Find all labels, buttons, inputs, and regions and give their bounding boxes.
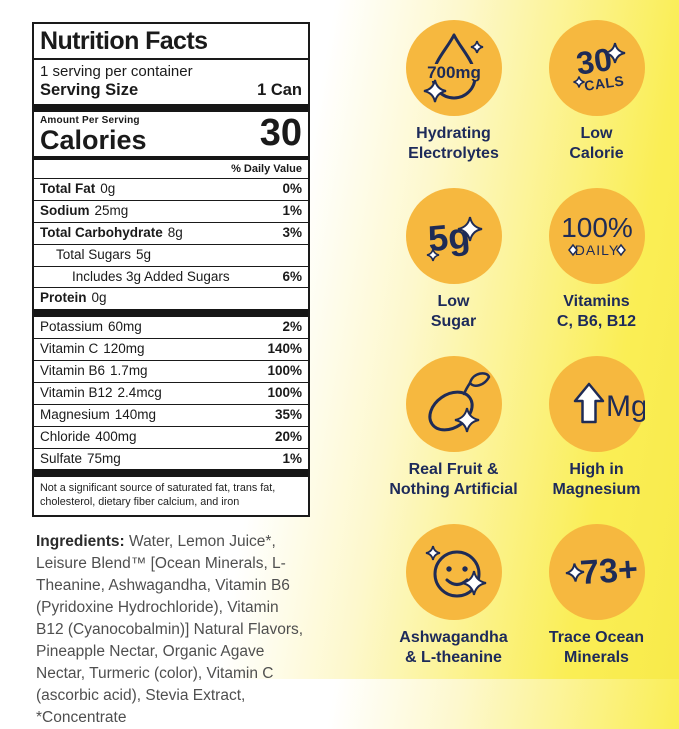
nutrient-row: Total Carbohydrate 8g 3%: [34, 221, 308, 244]
nutrition-facts-title: Nutrition Facts: [34, 24, 308, 60]
nutrient-row: Sulfate 75mg 1%: [34, 447, 308, 470]
badge-label: Hydrating Electrolytes: [408, 125, 499, 162]
servings-per-container: 1 serving per container: [40, 63, 193, 80]
badge-label: Low Calorie: [569, 125, 624, 162]
magnesium-arrow-icon: Mg: [548, 356, 645, 452]
water-drop-icon: 700mg: [405, 20, 502, 116]
badge-label: High in Magnesium: [552, 461, 641, 498]
nutrient-row: Total Fat 0g 0%: [34, 178, 308, 200]
feature-badges-grid: 700mg Hydrating Electrolytes 30 CALS Low…: [386, 20, 664, 668]
ocean-minerals-icon: 73+: [548, 524, 645, 620]
badge-label: Low Sugar: [430, 293, 477, 330]
left-column: Nutrition Facts 1 serving per container …: [32, 22, 310, 729]
badge-low-sugar: 5g Low Sugar: [386, 188, 521, 332]
divider-thick: [34, 469, 308, 478]
badge-label: Trace Ocean Minerals: [548, 629, 645, 666]
divider-thick: [34, 104, 308, 112]
lemon-icon: [405, 356, 502, 452]
nutrient-row: Chloride 400mg 20%: [34, 425, 308, 448]
serving-size-label: Serving Size: [40, 81, 139, 99]
badge-label: Vitamins C, B6, B12: [556, 293, 637, 330]
badge-hydrating-electrolytes: 700mg Hydrating Electrolytes: [386, 20, 521, 164]
svg-text:100%: 100%: [561, 212, 633, 243]
label-footnote: Not a significant source of saturated fa…: [40, 482, 276, 509]
badge-real-fruit: Real Fruit & Nothing Artificial: [386, 356, 521, 500]
serving-size-value: 1 Can: [257, 81, 302, 99]
badge-low-calorie: 30 CALS Low Calorie: [529, 20, 664, 164]
ingredients-label: Ingredients:: [36, 533, 125, 551]
calories-value: 30: [259, 112, 302, 154]
nutrition-facts-label: Nutrition Facts 1 serving per container …: [32, 22, 310, 518]
badge-label: Real Fruit & Nothing Artificial: [389, 461, 518, 498]
nutrient-row: Vitamin B6 1.7mg 100%: [34, 360, 308, 382]
divider-medium: [34, 156, 308, 160]
badge-ashwagandha: Ashwagandha & L-theanine: [386, 524, 521, 668]
svg-text:30: 30: [573, 41, 613, 82]
ingredients-text: Water, Lemon Juice*, Leisure Blend™ [Oce…: [36, 533, 304, 727]
nutrient-row: Potassium 60mg 2%: [40, 319, 302, 335]
smiley-icon: [405, 524, 502, 620]
svg-text:700mg: 700mg: [427, 63, 481, 82]
badge-label: Ashwagandha & L-theanine: [399, 629, 508, 666]
nutrient-row: Protein 0g: [34, 287, 308, 309]
daily-vitamins-icon: 100% DAILY: [548, 188, 645, 284]
svg-text:CALS: CALS: [583, 72, 625, 93]
nutrient-row: Includes 3g Added Sugars 6%: [34, 265, 308, 288]
badge-magnesium: Mg High in Magnesium: [529, 356, 664, 500]
nutrient-row: Vitamin B12 2.4mcg 100%: [34, 381, 308, 404]
badge-vitamins: 100% DAILY Vitamins C, B6, B12: [529, 188, 664, 332]
daily-value-header: % Daily Value: [231, 163, 302, 175]
nutrient-row: Vitamin C 120mg 140%: [34, 338, 308, 360]
svg-text:DAILY: DAILY: [574, 242, 618, 258]
sugar-icon: 5g: [405, 188, 502, 284]
calories-section: Amount Per Serving Calories 30: [34, 112, 308, 156]
divider-thick: [34, 309, 308, 318]
amount-per-serving-label: Amount Per Serving: [40, 115, 140, 126]
serving-section: 1 serving per container Serving Size 1 C…: [34, 60, 308, 104]
nutrient-row: Magnesium 140mg 35%: [34, 403, 308, 426]
calories-label: Calories: [40, 125, 147, 155]
nutrient-row: Total Sugars 5g: [34, 243, 308, 266]
ingredients-paragraph: Ingredients: Water, Lemon Juice*, Leisur…: [32, 531, 310, 729]
svg-text:Mg: Mg: [606, 390, 645, 423]
svg-text:73+: 73+: [578, 550, 638, 592]
badge-ocean-minerals: 73+ Trace Ocean Minerals: [529, 524, 664, 668]
calories-icon: 30 CALS: [548, 20, 645, 116]
nutrient-row: Sodium 25mg 1%: [34, 199, 308, 222]
